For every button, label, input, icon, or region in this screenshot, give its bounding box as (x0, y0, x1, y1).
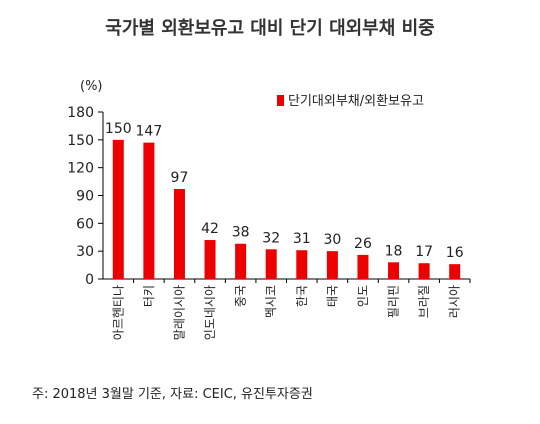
x-tick-label: 브라질 (417, 285, 431, 318)
bar (418, 263, 430, 279)
y-unit-label: (%) (80, 79, 103, 94)
bars (112, 139, 461, 279)
data-label: 150 (105, 121, 132, 137)
bar (204, 240, 216, 279)
x-tick-label: 인도네시아 (203, 285, 217, 340)
source-note: 주: 2018년 3월말 기준, 자료: CEIC, 유진투자증권 (32, 387, 313, 402)
x-tick-label: 멕시코 (264, 285, 278, 318)
bar (143, 142, 155, 279)
data-label: 16 (446, 245, 464, 261)
y-tick-label: 30 (76, 244, 94, 260)
data-label: 17 (415, 244, 433, 260)
data-label: 18 (385, 243, 403, 259)
bar (449, 264, 461, 279)
x-tick-label: 인도 (356, 285, 370, 307)
data-label: 32 (262, 230, 280, 246)
bar (326, 251, 338, 279)
bar (235, 243, 247, 279)
bar (173, 189, 185, 279)
y-tick-label: 180 (67, 105, 94, 121)
x-tick-labels: 아르헨티나 터키 말레이시아 인도네시아 중국 멕시코 한국 태국 인도 필리핀 브라질 러시아 (111, 285, 461, 340)
y-axis: 0 30 60 90 120 150 180 (67, 105, 104, 288)
bar (112, 139, 124, 279)
data-label: 38 (232, 225, 250, 241)
data-label: 42 (201, 221, 219, 237)
y-tick-label: 120 (67, 161, 94, 177)
data-label: 31 (293, 231, 311, 247)
chart-title: 국가별 외환보유고 대비 단기 대외부채 비중 (105, 18, 435, 39)
value-labels: 150 147 97 42 38 32 31 30 26 18 17 16 (105, 121, 464, 261)
x-tick-label: 터키 (142, 285, 156, 307)
bar (388, 262, 400, 279)
data-label: 147 (136, 124, 163, 140)
x-tick-label: 한국 (295, 285, 309, 307)
y-tick-label: 90 (76, 189, 94, 205)
legend-swatch (277, 95, 284, 106)
data-label: 97 (171, 170, 189, 186)
bar (296, 250, 308, 279)
y-tick-label: 0 (85, 272, 94, 288)
data-label: 26 (354, 236, 372, 252)
y-tick-label: 150 (67, 133, 94, 149)
x-tick-label: 말레이시아 (172, 285, 186, 340)
data-label: 30 (323, 232, 341, 248)
x-tick-label: 러시아 (448, 285, 462, 318)
x-tick-label: 태국 (325, 285, 339, 307)
y-tick-label: 60 (76, 216, 94, 232)
legend-label: 단기대외부채/외환보유고 (288, 94, 424, 109)
bar (265, 249, 277, 279)
x-tick-label: 중국 (234, 285, 248, 307)
x-tick-label: 필리핀 (387, 285, 401, 318)
x-tick-label: 아르헨티나 (111, 285, 125, 340)
x-axis (103, 278, 471, 283)
bar (357, 254, 369, 279)
legend: 단기대외부채/외환보유고 (277, 94, 424, 109)
